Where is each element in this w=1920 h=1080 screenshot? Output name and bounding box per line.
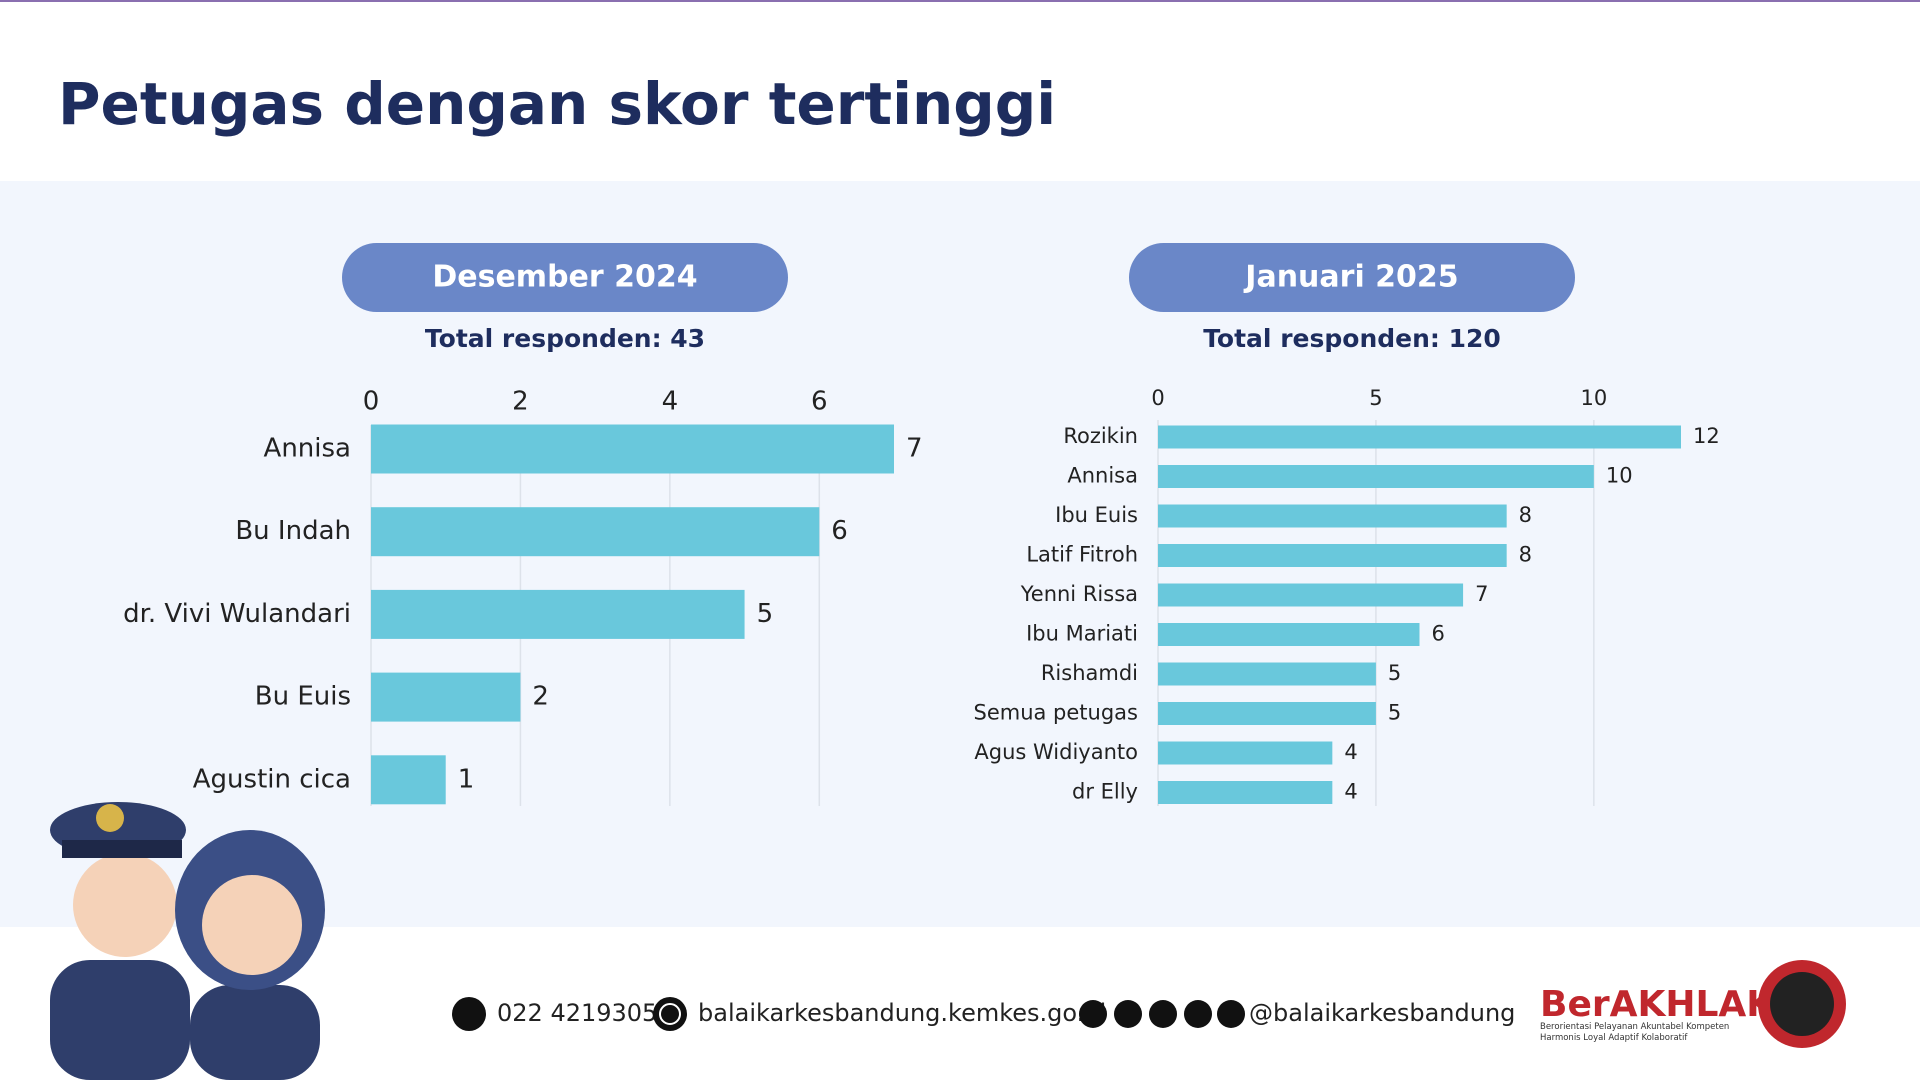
value-label: 7 (1475, 582, 1488, 606)
x-tick-label: 4 (662, 387, 679, 417)
slide-title: Petugas dengan skor tertinggi (58, 70, 1056, 138)
bar (1158, 781, 1333, 804)
x-tick-label: 0 (1151, 386, 1164, 410)
bar (1158, 741, 1333, 765)
category-label: dr Elly (1072, 780, 1138, 804)
emblem-inner (1770, 972, 1834, 1036)
category-label: Semua petugas (974, 701, 1139, 725)
x-tick-label: 5 (1369, 386, 1382, 410)
value-label: 8 (1519, 543, 1532, 567)
bar (1158, 465, 1594, 488)
bar (1158, 583, 1464, 607)
category-label: Rozikin (1063, 424, 1138, 448)
youtube-icon (1184, 1000, 1212, 1028)
category-label: dr. Vivi Wulandari (123, 599, 351, 629)
tiktok-icon (1217, 1000, 1245, 1028)
value-label: 5 (1388, 661, 1401, 685)
value-label: 4 (1344, 780, 1357, 804)
category-label: Agustin cica (193, 764, 351, 794)
logo-tagline: Berorientasi Pelayanan Akuntabel Kompete… (1540, 1022, 1730, 1043)
bar (1158, 623, 1420, 646)
x-tick-label: 10 (1580, 386, 1607, 410)
globe-icon (653, 997, 687, 1031)
bar (1158, 662, 1376, 686)
value-label: 5 (757, 599, 774, 629)
footer: 022 4219305 balaikarkesbandung.kemkes.go… (452, 960, 1846, 1048)
x-tick-label: 2 (512, 387, 529, 417)
period-pill (342, 243, 788, 312)
globe-icon-inner (659, 1003, 681, 1025)
subtitle: Total responden: 120 (1203, 324, 1501, 353)
category-label: Bu Indah (235, 516, 351, 546)
x-tick-label: 0 (363, 387, 380, 417)
phone: 022 4219305 (497, 999, 657, 1027)
value-label: 2 (532, 682, 549, 712)
facebook-icon (1079, 1000, 1107, 1028)
bar (371, 507, 820, 557)
twitter-icon (1114, 1000, 1142, 1028)
logo-tagline-box: Berorientasi Pelayanan Akuntabel Kompete… (1540, 1022, 1730, 1043)
bar (371, 755, 446, 805)
top-border (0, 0, 1920, 2)
category-label: Yenni Rissa (1020, 582, 1138, 606)
value-label: 10 (1606, 464, 1633, 488)
social-handle: @balaikarkesbandung (1249, 999, 1515, 1027)
value-label: 5 (1388, 701, 1401, 725)
value-label: 8 (1519, 503, 1532, 527)
category-label: Ibu Euis (1055, 503, 1138, 527)
category-label: Ibu Mariati (1026, 622, 1138, 646)
value-label: 1 (458, 764, 475, 794)
bar (1158, 425, 1681, 449)
category-label: Latif Fitroh (1026, 543, 1138, 567)
bar (371, 672, 521, 722)
category-label: Annisa (1067, 464, 1138, 488)
bar (371, 589, 745, 639)
bar (371, 424, 894, 474)
bar (1158, 702, 1376, 725)
category-label: Agus Widiyanto (974, 740, 1138, 764)
website: balaikarkesbandung.kemkes.go.id (698, 999, 1106, 1027)
category-label: Bu Euis (255, 682, 351, 712)
bar (1158, 544, 1507, 567)
category-label: Annisa (264, 434, 351, 464)
x-tick-label: 6 (811, 387, 828, 417)
period-title: Januari 2025 (1243, 260, 1458, 295)
mascots (50, 802, 325, 1080)
value-label: 6 (1432, 622, 1445, 646)
period-pill (1129, 243, 1575, 312)
category-label: Rishamdi (1041, 661, 1138, 685)
panel (0, 181, 1920, 927)
value-label: 6 (831, 516, 848, 546)
phone-icon (452, 997, 486, 1031)
logo-text: BerAKHLAK (1540, 984, 1775, 1025)
value-label: 7 (906, 434, 923, 464)
value-label: 4 (1344, 740, 1357, 764)
period-title: Desember 2024 (432, 260, 697, 295)
value-label: 12 (1693, 424, 1720, 448)
instagram-icon (1149, 1000, 1177, 1028)
bar (1158, 504, 1507, 528)
subtitle: Total responden: 43 (425, 324, 705, 353)
